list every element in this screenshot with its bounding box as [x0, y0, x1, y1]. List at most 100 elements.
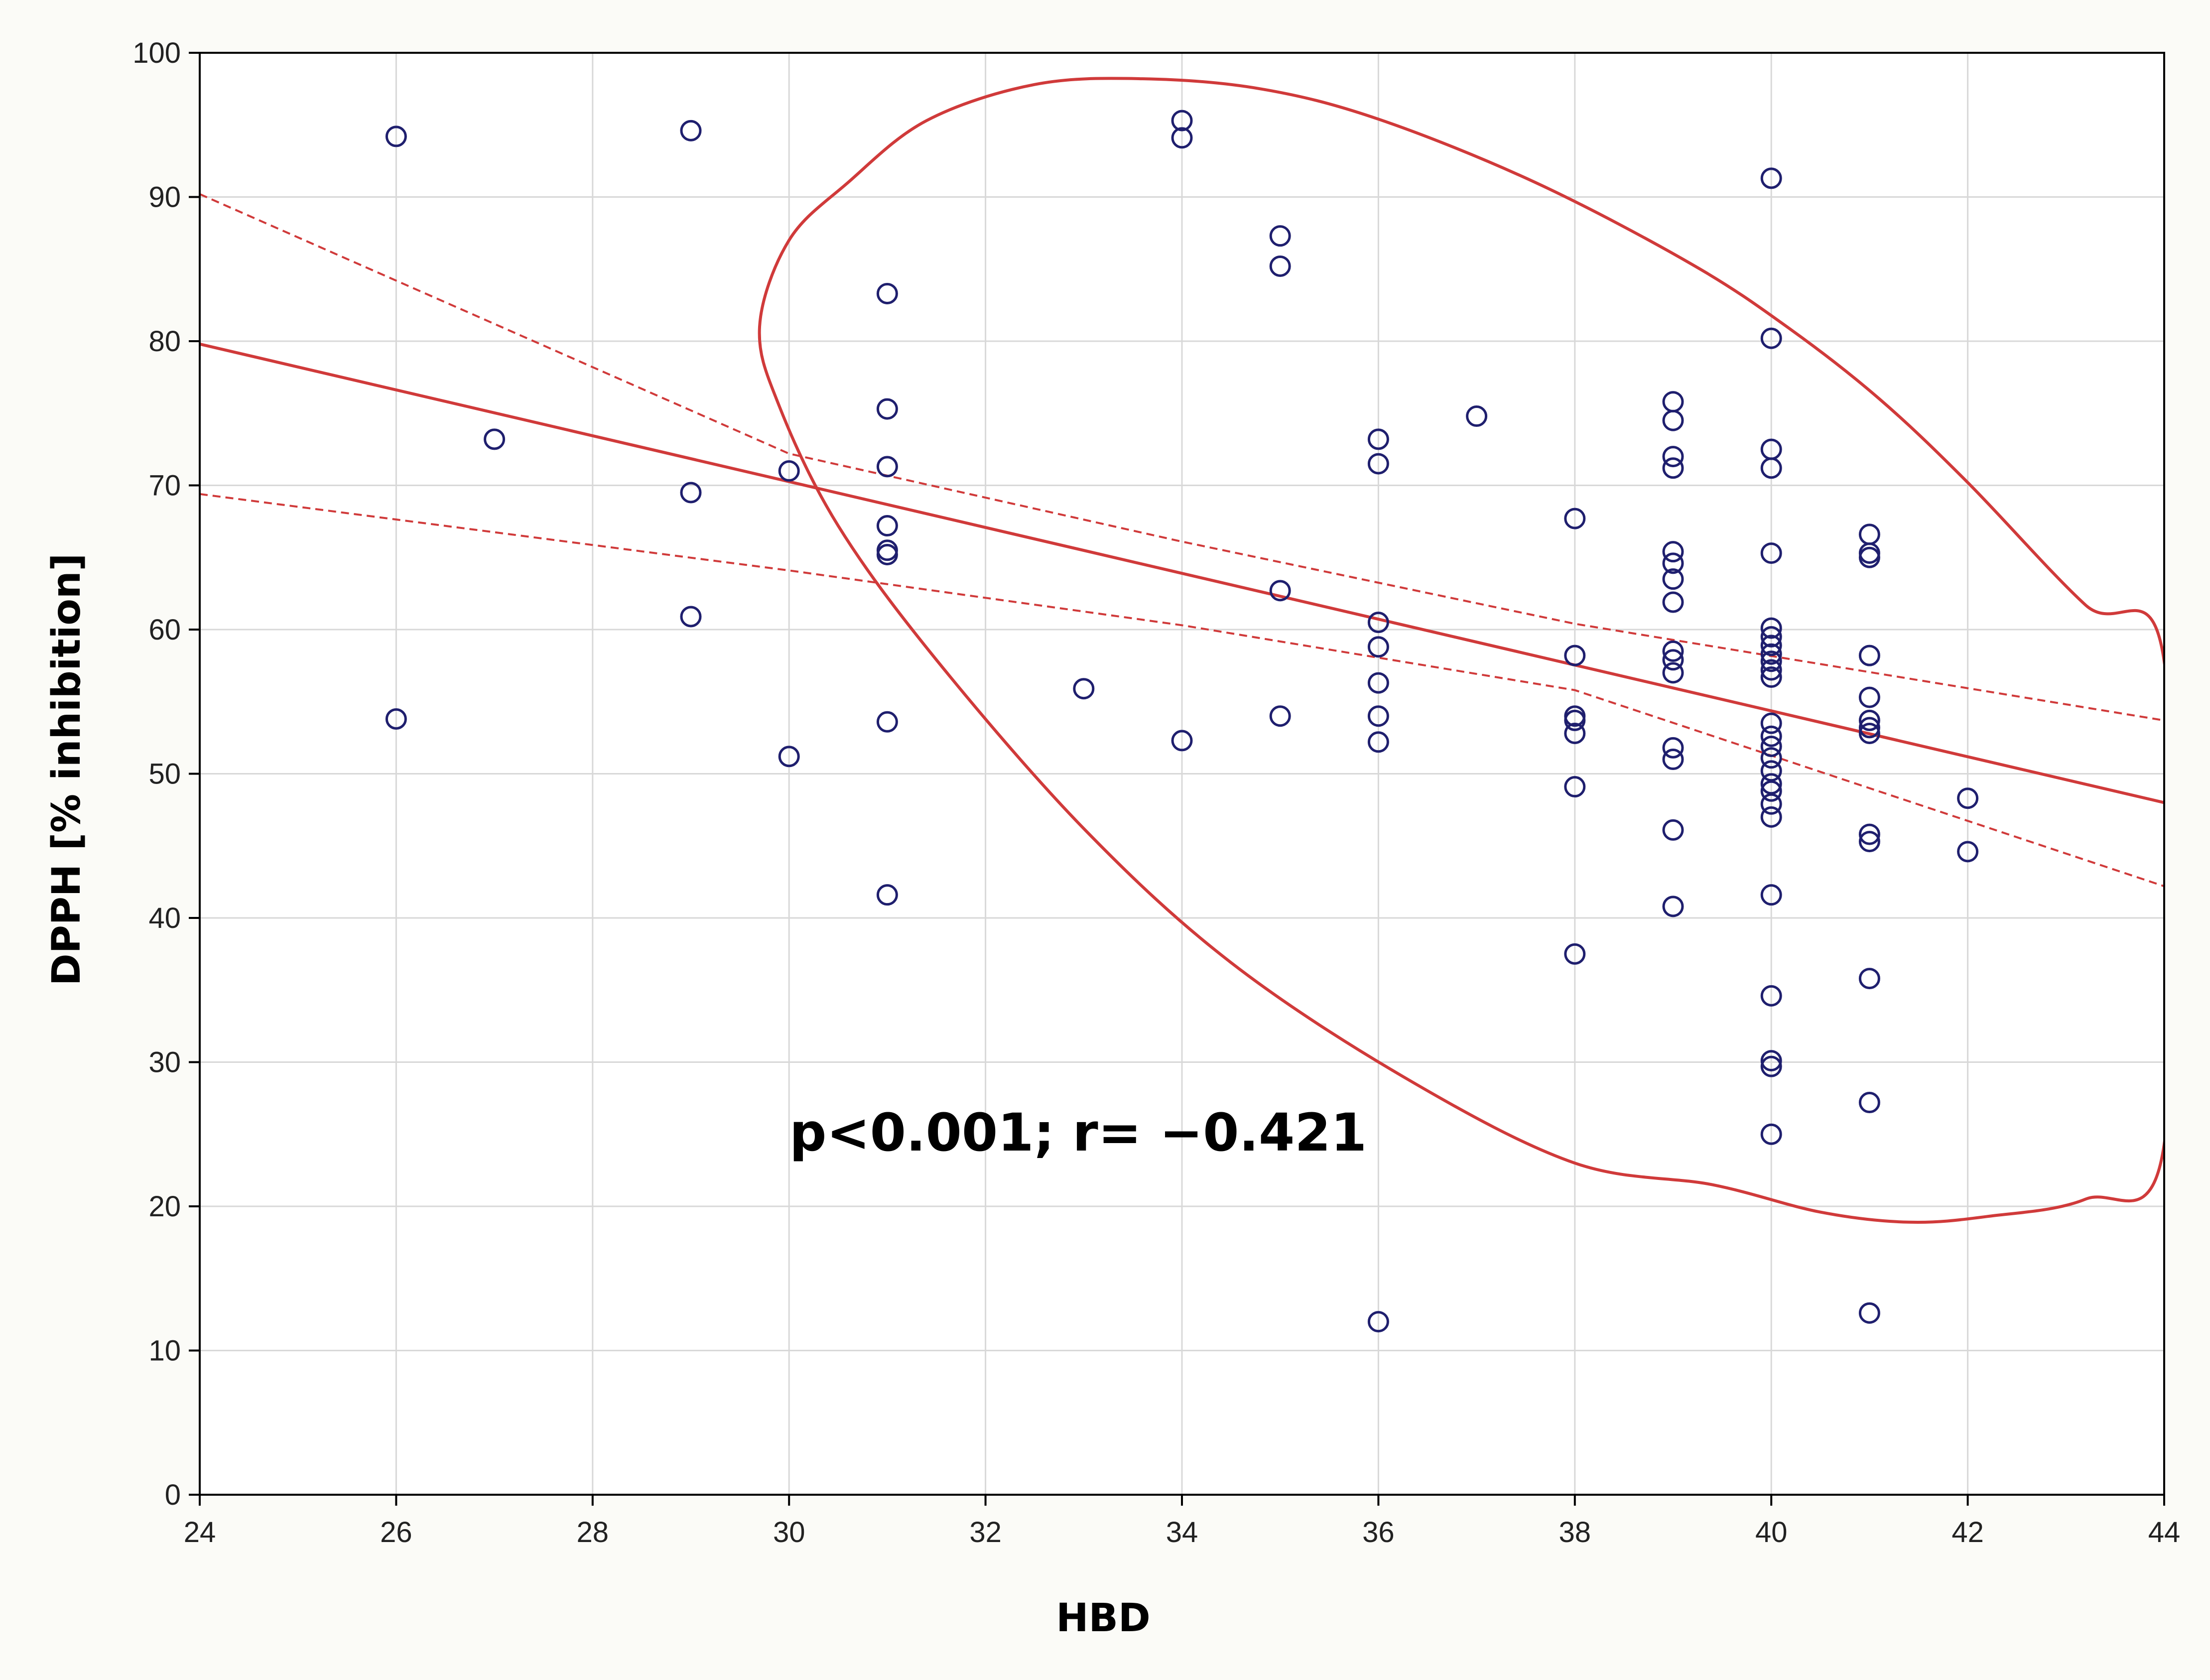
data-point	[876, 515, 898, 537]
data-point	[1171, 127, 1193, 149]
y-tick-label: 40	[148, 902, 181, 934]
data-point	[1662, 662, 1684, 684]
data-point	[1858, 968, 1880, 990]
y-tick-label: 10	[148, 1335, 181, 1367]
data-point	[1564, 508, 1586, 529]
data-point	[1760, 457, 1782, 479]
data-point	[1760, 747, 1782, 769]
data-point	[778, 460, 800, 482]
data-point	[1760, 1055, 1782, 1077]
data-point	[1760, 626, 1782, 647]
data-point	[1367, 1311, 1389, 1333]
x-tick-label: 40	[1755, 1516, 1788, 1549]
data-point	[1760, 666, 1782, 688]
data-point	[1269, 705, 1291, 727]
data-point	[1367, 612, 1389, 634]
data-point	[1662, 640, 1684, 662]
data-point	[1858, 722, 1880, 744]
data-point	[1760, 167, 1782, 189]
x-tick-label: 30	[773, 1516, 805, 1549]
data-point	[1760, 773, 1782, 795]
y-tick-label: 80	[148, 325, 181, 358]
data-point	[1760, 327, 1782, 349]
data-point	[1760, 650, 1782, 672]
y-tick-label: 0	[165, 1479, 181, 1511]
data-point	[1858, 1302, 1880, 1324]
data-point	[1760, 884, 1782, 906]
data-point	[1760, 780, 1782, 802]
y-tick-label: 100	[132, 37, 181, 69]
data-point	[1367, 705, 1389, 727]
data-point	[1564, 722, 1586, 744]
data-point	[1564, 709, 1586, 731]
x-tick-label: 44	[2148, 1516, 2181, 1549]
x-tick-label: 34	[1166, 1516, 1198, 1549]
data-point	[1367, 428, 1389, 450]
data-point	[1662, 749, 1684, 771]
data-point	[1858, 546, 1880, 568]
data-point	[1760, 735, 1782, 757]
data-point	[876, 711, 898, 733]
data-point	[1367, 453, 1389, 475]
data-point	[876, 884, 898, 906]
data-point	[1367, 672, 1389, 694]
data-points	[385, 110, 1979, 1333]
data-point	[1858, 717, 1880, 739]
data-point	[1858, 709, 1880, 731]
data-point	[1073, 678, 1095, 700]
y-tick-label: 20	[148, 1190, 181, 1223]
data-point	[1858, 686, 1880, 708]
x-axis-title: HBD	[1056, 1596, 1150, 1641]
y-axis-title: DPPH [% inhibition]	[44, 553, 89, 986]
data-point	[1858, 1092, 1880, 1114]
data-point	[876, 282, 898, 304]
data-point	[1858, 645, 1880, 666]
x-tick-label: 38	[1559, 1516, 1591, 1549]
data-point	[680, 120, 702, 141]
data-point	[1466, 405, 1488, 427]
data-point	[1760, 760, 1782, 782]
data-point	[1760, 712, 1782, 734]
data-point	[876, 398, 898, 420]
data-point	[1858, 823, 1880, 845]
axis-ticks: 24 26 28 30 32 34 36 38 40 42 44 0 10 20 30 40 50 60 70 80 9…	[132, 37, 2180, 1549]
data-point	[1564, 943, 1586, 965]
x-tick-label: 28	[577, 1516, 609, 1549]
y-tick-label: 90	[148, 181, 181, 214]
data-point	[1760, 643, 1782, 665]
data-point	[1760, 985, 1782, 1007]
x-tick-label: 26	[380, 1516, 412, 1549]
data-point	[778, 746, 800, 768]
data-point	[1662, 737, 1684, 759]
data-point	[1760, 806, 1782, 828]
data-point	[680, 606, 702, 628]
data-point	[1760, 659, 1782, 681]
regression-line	[200, 342, 2164, 804]
data-point	[1957, 841, 1979, 863]
data-point	[1662, 541, 1684, 563]
x-tick-label: 24	[184, 1516, 216, 1549]
data-point	[1367, 636, 1389, 658]
data-point	[1367, 731, 1389, 753]
data-point	[1662, 457, 1684, 479]
data-point	[1269, 580, 1291, 602]
data-point	[1662, 819, 1684, 841]
data-point	[1760, 1123, 1782, 1145]
data-point	[1760, 617, 1782, 639]
data-point	[385, 126, 407, 147]
data-point	[876, 543, 898, 565]
y-tick-label: 60	[148, 614, 181, 646]
data-point	[1662, 649, 1684, 671]
data-point	[1171, 110, 1193, 131]
x-tick-label: 36	[1362, 1516, 1395, 1549]
data-point	[1269, 225, 1291, 247]
correlation-annotation: p<0.001; r= −0.421	[789, 1102, 1367, 1163]
data-point	[1564, 645, 1586, 666]
data-point	[1760, 793, 1782, 815]
data-point	[385, 708, 407, 730]
data-point	[1662, 591, 1684, 613]
data-point	[680, 482, 702, 504]
data-point	[1662, 409, 1684, 431]
